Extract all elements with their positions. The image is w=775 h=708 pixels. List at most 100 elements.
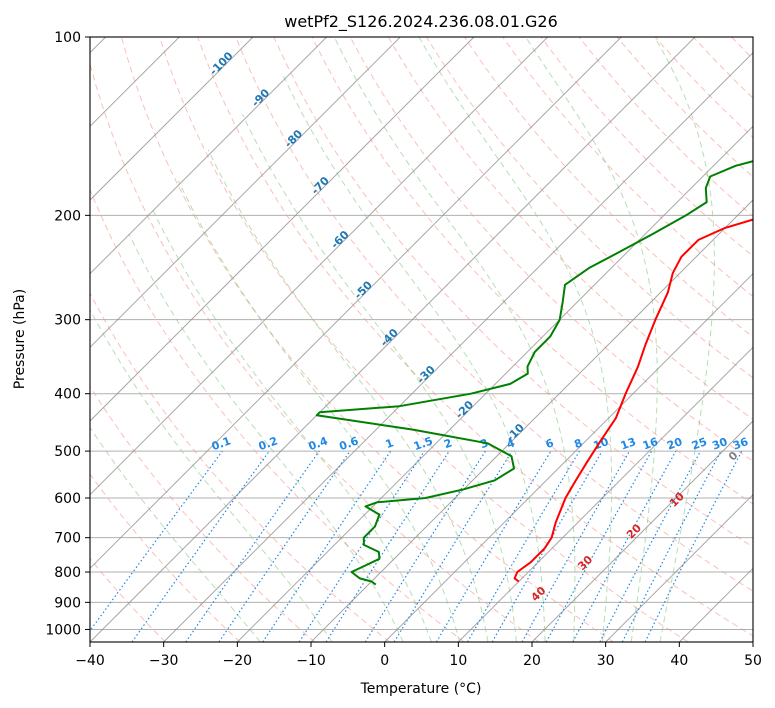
isotherm-line — [752, 641, 753, 642]
dry-adiabat-line — [90, 188, 465, 642]
x-tick-label: 50 — [744, 653, 762, 669]
dry-adiabat-line — [692, 37, 753, 99]
plot-frame — [89, 36, 754, 643]
isotherms — [90, 37, 753, 642]
y-tick-label: 300 — [54, 313, 81, 329]
dry-adiabat-line — [235, 37, 753, 592]
mixing-ratio-line — [393, 450, 513, 642]
mixing-ratio-label: 1.5 — [412, 434, 435, 453]
moist-adiabats — [90, 37, 715, 642]
isotherm-line — [605, 493, 753, 642]
mixing-ratio-line — [131, 450, 270, 642]
axes: −40 −30 −20 −10 0 10 20 30 40 50 1000 900 800 700 600 5… — [45, 30, 762, 669]
dry-adiabat-line — [387, 37, 753, 420]
dry-adiabat-line — [502, 37, 753, 298]
dry-adiabat-line — [90, 292, 390, 642]
y-tick-label: 600 — [54, 491, 81, 507]
mixing-ratio-line — [298, 450, 425, 642]
dry-adiabat-line — [349, 37, 753, 462]
mixing-ratio-label: 4 — [505, 436, 517, 451]
dewpoint-profile-line — [315, 160, 753, 586]
mixing-ratio-label: 6 — [544, 436, 556, 451]
isotherm-label: -50 — [352, 278, 375, 301]
y-tick-label: 400 — [54, 387, 81, 403]
moist-adiabat-line — [281, 72, 546, 642]
isotherm-line — [236, 125, 753, 642]
mixing-ratio-label: 13 — [619, 435, 638, 452]
y-axis-label: Pressure (hPa) — [12, 289, 28, 389]
moist-adiabat-label: 30 — [575, 553, 595, 573]
mixing-ratio-line — [572, 450, 677, 642]
x-tick-label: 0 — [380, 653, 389, 669]
mixing-ratio-line — [644, 450, 743, 642]
isotherm-label: -100 — [207, 49, 236, 78]
mixing-ratio-line — [621, 450, 722, 642]
isotherm-line — [90, 37, 622, 570]
moist-adiabat-line — [90, 308, 333, 642]
isotherm-line — [90, 37, 328, 275]
isotherm-label: -80 — [282, 127, 305, 150]
isotherm-label: -40 — [378, 326, 401, 349]
mixing-ratio-label: 36 — [731, 435, 750, 453]
dry-adiabat-line — [90, 473, 241, 642]
mixing-ratio-label: 25 — [690, 435, 709, 452]
mixing-ratio-label: 16 — [641, 435, 660, 453]
moist-adiabat-line — [90, 426, 261, 642]
mixing-ratio-label: 0.6 — [338, 434, 361, 453]
moist-adiabat-line — [333, 37, 576, 642]
x-axis-label: Temperature (°C) — [360, 681, 482, 697]
isotherm-line — [310, 199, 753, 642]
dry-adiabat-line — [654, 37, 753, 139]
mixing-ratio-label: 8 — [572, 436, 584, 451]
mixing-ratio-label: 1 — [384, 436, 396, 451]
dry-adiabat-line — [159, 37, 689, 642]
y-tick-label: 1000 — [45, 622, 81, 638]
grid-lines — [90, 37, 753, 630]
y-tick-label: 200 — [54, 208, 81, 224]
mixing-ratio-label: 20 — [665, 435, 684, 453]
mixing-ratio-label: 0.1 — [210, 434, 233, 453]
temperature-profile-line — [513, 218, 753, 583]
isotherm-line — [163, 51, 753, 642]
x-tick-label: 20 — [523, 653, 541, 669]
isotherm-line — [384, 272, 753, 642]
moist-adiabat-line — [525, 37, 658, 642]
mixing-ratio-line — [218, 450, 351, 642]
y-tick-label: 500 — [54, 444, 81, 460]
moist-adiabat-line — [654, 37, 715, 642]
mixing-ratio-lines — [90, 450, 743, 642]
isotherm-line — [457, 346, 753, 642]
x-tick-label: −40 — [75, 653, 105, 669]
dry-adiabat-line — [90, 385, 316, 642]
mixing-ratio-line — [262, 450, 392, 642]
y-tick-label: 900 — [54, 595, 81, 611]
moist-adiabat-line — [418, 37, 613, 642]
x-tick-label: 30 — [597, 653, 615, 669]
dry-adiabat-line — [90, 62, 540, 642]
mixing-ratio-line — [545, 450, 653, 642]
x-tick-label: 10 — [449, 653, 467, 669]
isotherm-label: -30 — [414, 363, 437, 386]
x-tick-label: 40 — [670, 653, 688, 669]
y-tick-label: 800 — [54, 565, 81, 581]
mixing-ratio-label: 30 — [710, 435, 729, 453]
mixing-ratio-line — [90, 450, 223, 632]
isotherm-label: -90 — [249, 86, 272, 109]
isotherm-label: -60 — [328, 228, 351, 251]
x-tick-label: −10 — [296, 653, 326, 669]
moist-adiabat-line — [151, 208, 432, 642]
dry-adiabats — [90, 37, 753, 642]
isotherm-label: -20 — [453, 398, 476, 421]
plot-area: -100-90-80-70-60-50-40-30-20-100.1 0.2 0.4… — [90, 37, 753, 642]
mixing-ratio-line — [521, 450, 631, 642]
mixing-ratio-line — [325, 450, 450, 642]
x-tick-label: −30 — [149, 653, 179, 669]
dry-adiabat-line — [311, 37, 753, 505]
isotherm-line — [90, 37, 254, 201]
moist-adiabat-label: 40 — [528, 584, 548, 604]
y-tick-label: 700 — [54, 531, 81, 547]
x-tick-label: −20 — [223, 653, 253, 669]
isotherm-line — [90, 37, 696, 642]
isotherm-line — [90, 37, 549, 496]
